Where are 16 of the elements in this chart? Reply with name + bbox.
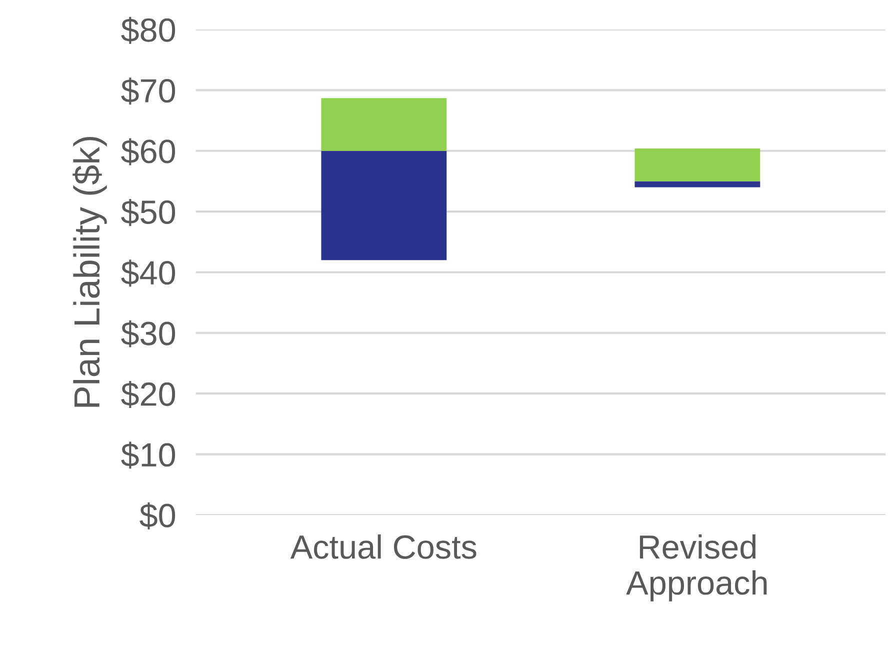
- y-tick-label: $80: [121, 16, 176, 44]
- x-tick-label: Actual Costs: [290, 534, 476, 559]
- y-tick-label: $20: [121, 381, 176, 408]
- y-tick-label: $70: [121, 78, 176, 105]
- y-tick-label: $30: [121, 320, 176, 348]
- x-tick-label: Revised Approach: [626, 534, 767, 602]
- bar: [321, 98, 447, 151]
- y-tick-label: $60: [121, 138, 176, 166]
- bar: [321, 150, 447, 260]
- y-tick-label: $0: [140, 502, 176, 530]
- bar: [634, 181, 760, 188]
- y-tick-label: $50: [121, 198, 176, 226]
- y-tick-label: $10: [121, 442, 176, 469]
- bar: [634, 148, 760, 182]
- y-axis-title: Plan Liability ($k): [72, 136, 107, 407]
- y-tick-label: $40: [121, 260, 176, 287]
